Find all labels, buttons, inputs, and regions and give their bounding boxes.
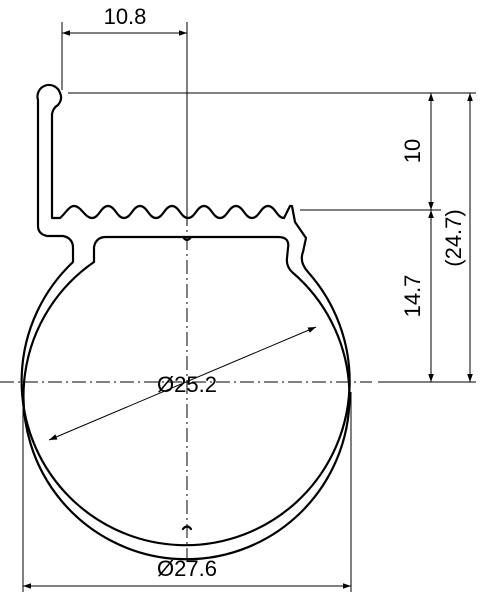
dimension-upper-height: 10 bbox=[400, 139, 425, 163]
bottom-notch bbox=[181, 525, 193, 531]
dimension-outer-diameter: Ø27.6 bbox=[157, 556, 217, 581]
dimension-line-inner-diameter bbox=[48, 326, 317, 441]
dimension-inner-diameter: Ø25.2 bbox=[157, 372, 217, 397]
dimension-lower-height: 14.7 bbox=[400, 275, 425, 318]
profile-inner-contour bbox=[22, 235, 351, 561]
top-notch bbox=[181, 235, 193, 242]
dimension-top-width: 10.8 bbox=[104, 4, 147, 29]
profile-outer-contour bbox=[20, 83, 351, 547]
dimension-total-height: (24.7) bbox=[441, 209, 466, 266]
